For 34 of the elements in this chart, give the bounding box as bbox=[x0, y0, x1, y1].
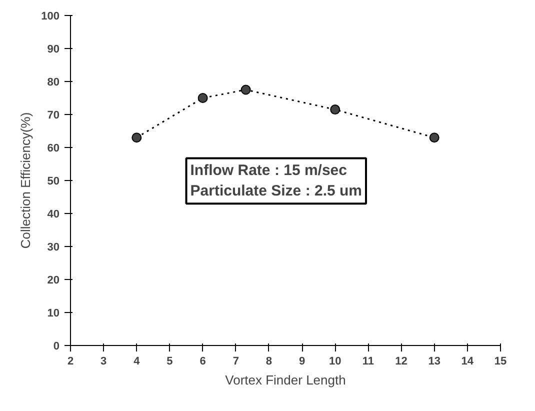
x-tick-label: 5 bbox=[166, 356, 173, 368]
annotation: Inflow Rate : 15 m/sec bbox=[190, 162, 347, 180]
y-tick-label: 60 bbox=[47, 142, 60, 154]
x-tick-label: 13 bbox=[428, 356, 440, 368]
y-axis-title: Collection Efficiency(%) bbox=[18, 112, 34, 249]
y-tick-label: 0 bbox=[53, 340, 60, 352]
x-tick-label: 7 bbox=[232, 356, 239, 368]
y-tick-label: 100 bbox=[41, 10, 60, 22]
point bbox=[330, 104, 340, 115]
x-tick-label: 12 bbox=[395, 356, 408, 368]
x-tick-label: 4 bbox=[134, 356, 141, 368]
y-tick-label: 50 bbox=[47, 176, 60, 188]
x-tick-label: 3 bbox=[100, 356, 107, 368]
x-tick-label: 2 bbox=[67, 356, 74, 368]
x-axis-title: Vortex Finder Length bbox=[225, 372, 346, 388]
point bbox=[132, 132, 142, 143]
y-tick-label: 90 bbox=[47, 44, 60, 56]
y-tick-label: 30 bbox=[47, 242, 60, 254]
x-tick-label: 10 bbox=[329, 356, 342, 368]
x-tick-label: 14 bbox=[461, 356, 474, 368]
y-tick-label: 40 bbox=[47, 208, 60, 220]
x-tick-label: 15 bbox=[494, 356, 507, 368]
y-tick-label: 10 bbox=[47, 308, 60, 320]
y-tick-label: 20 bbox=[47, 274, 60, 286]
point bbox=[198, 93, 208, 103]
point bbox=[240, 84, 251, 95]
x-tick-label: 9 bbox=[298, 356, 306, 368]
annotation: Particulate Size : 2.5 um bbox=[190, 182, 362, 200]
point bbox=[429, 132, 440, 143]
y-tick-label: 70 bbox=[47, 110, 60, 122]
x-tick-label: 11 bbox=[362, 356, 374, 368]
y-tick-label: 80 bbox=[47, 76, 60, 88]
x-tick-label: 6 bbox=[200, 356, 206, 368]
x-tick-label: 8 bbox=[266, 356, 272, 368]
